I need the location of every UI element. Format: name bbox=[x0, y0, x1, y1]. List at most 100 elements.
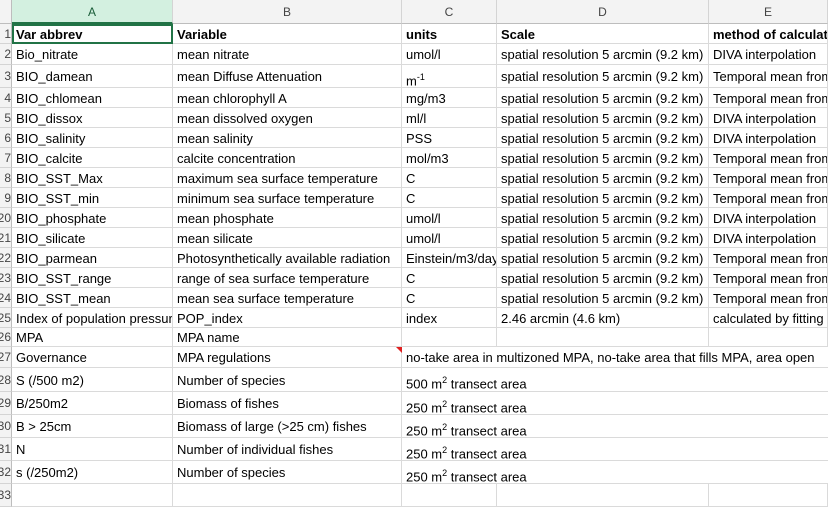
table-cell[interactable]: 500 m2 transect area bbox=[402, 368, 828, 392]
table-cell[interactable]: Temporal mean from bbox=[709, 188, 828, 208]
table-cell[interactable]: spatial resolution 5 arcmin (9.2 km) bbox=[497, 168, 709, 188]
table-cell[interactable]: Temporal mean from bbox=[709, 268, 828, 288]
table-cell[interactable]: spatial resolution 5 arcmin (9.2 km) bbox=[497, 88, 709, 108]
table-cell[interactable]: BIO_chlomean bbox=[12, 88, 173, 108]
table-cell[interactable]: DIVA interpolation bbox=[709, 108, 828, 128]
table-cell[interactable]: spatial resolution 5 arcmin (9.2 km) bbox=[497, 108, 709, 128]
table-cell[interactable]: BIO_calcite bbox=[12, 148, 173, 168]
row-header[interactable]: 31 bbox=[0, 438, 12, 461]
table-cell[interactable] bbox=[497, 484, 709, 507]
table-cell[interactable]: spatial resolution 5 arcmin (9.2 km) bbox=[497, 44, 709, 65]
table-cell[interactable]: B > 25cm bbox=[12, 415, 173, 438]
table-cell[interactable]: Number of species bbox=[173, 461, 402, 484]
table-cell[interactable]: 250 m2 transect area bbox=[402, 415, 828, 438]
table-cell[interactable]: C bbox=[402, 188, 497, 208]
table-cell[interactable] bbox=[173, 484, 402, 507]
table-cell[interactable]: C bbox=[402, 168, 497, 188]
table-cell[interactable]: Temporal mean from bbox=[709, 88, 828, 108]
table-cell[interactable]: BIO_dissox bbox=[12, 108, 173, 128]
table-cell[interactable]: 250 m2 transect area bbox=[402, 461, 828, 484]
table-cell[interactable]: spatial resolution 5 arcmin (9.2 km) bbox=[497, 148, 709, 168]
table-cell[interactable]: Temporal mean from bbox=[709, 248, 828, 268]
table-cell[interactable]: mean silicate bbox=[173, 228, 402, 248]
table-cell[interactable]: Temporal mean from bbox=[709, 168, 828, 188]
table-cell[interactable]: mean chlorophyll A bbox=[173, 88, 402, 108]
table-cell[interactable]: Index of population pressure bbox=[12, 308, 173, 328]
row-header[interactable]: 22 bbox=[0, 248, 12, 268]
column-header-b[interactable]: B bbox=[173, 0, 402, 24]
column-header-a[interactable]: A bbox=[12, 0, 173, 24]
header-cell[interactable]: units bbox=[402, 24, 497, 44]
table-cell[interactable]: Photosynthetically available radiation bbox=[173, 248, 402, 268]
table-cell[interactable]: BIO_SST_min bbox=[12, 188, 173, 208]
table-cell[interactable] bbox=[402, 328, 497, 347]
table-cell[interactable]: spatial resolution 5 arcmin (9.2 km) bbox=[497, 65, 709, 88]
table-cell[interactable]: calculated by fitting bbox=[709, 308, 828, 328]
table-cell[interactable]: Einstein/m3/day bbox=[402, 248, 497, 268]
table-cell[interactable]: Biomass of large (>25 cm) fishes bbox=[173, 415, 402, 438]
table-cell[interactable]: C bbox=[402, 288, 497, 308]
table-cell[interactable]: 250 m2 transect area bbox=[402, 392, 828, 415]
table-cell[interactable]: MPA regulations bbox=[173, 347, 402, 368]
row-header[interactable]: 5 bbox=[0, 108, 12, 128]
table-cell[interactable]: umol/l bbox=[402, 228, 497, 248]
table-cell[interactable]: POP_index bbox=[173, 308, 402, 328]
row-header[interactable]: 32 bbox=[0, 461, 12, 484]
table-cell[interactable]: BIO_parmean bbox=[12, 248, 173, 268]
table-cell[interactable]: maximum sea surface temperature bbox=[173, 168, 402, 188]
table-cell[interactable]: mean nitrate bbox=[173, 44, 402, 65]
header-cell[interactable]: method of calculation bbox=[709, 24, 828, 44]
table-cell[interactable]: mean salinity bbox=[173, 128, 402, 148]
table-cell[interactable]: DIVA interpolation bbox=[709, 44, 828, 65]
table-cell[interactable]: Bio_nitrate bbox=[12, 44, 173, 65]
row-header[interactable]: 33 bbox=[0, 484, 12, 507]
row-header[interactable]: 26 bbox=[0, 328, 12, 347]
select-all-corner[interactable] bbox=[0, 0, 12, 24]
table-cell[interactable] bbox=[709, 484, 828, 507]
column-header-c[interactable]: C bbox=[402, 0, 497, 24]
table-cell[interactable]: Number of species bbox=[173, 368, 402, 392]
row-header[interactable]: 23 bbox=[0, 268, 12, 288]
table-cell[interactable]: spatial resolution 5 arcmin (9.2 km) bbox=[497, 188, 709, 208]
row-header[interactable]: 7 bbox=[0, 148, 12, 168]
table-cell[interactable]: umol/l bbox=[402, 208, 497, 228]
row-header[interactable]: 4 bbox=[0, 88, 12, 108]
table-cell[interactable]: DIVA interpolation bbox=[709, 128, 828, 148]
table-cell[interactable]: mean dissolved oxygen bbox=[173, 108, 402, 128]
header-cell[interactable]: Scale bbox=[497, 24, 709, 44]
table-cell[interactable] bbox=[497, 328, 709, 347]
table-cell[interactable]: B/250m2 bbox=[12, 392, 173, 415]
column-header-e[interactable]: E bbox=[709, 0, 828, 24]
row-header[interactable]: 25 bbox=[0, 308, 12, 328]
table-cell[interactable]: spatial resolution 5 arcmin (9.2 km) bbox=[497, 208, 709, 228]
table-cell[interactable]: spatial resolution 5 arcmin (9.2 km) bbox=[497, 268, 709, 288]
table-cell[interactable]: 250 m2 transect area bbox=[402, 438, 828, 461]
table-cell[interactable]: BIO_silicate bbox=[12, 228, 173, 248]
table-cell[interactable]: mean phosphate bbox=[173, 208, 402, 228]
table-cell[interactable]: BIO_SST_range bbox=[12, 268, 173, 288]
table-cell[interactable]: Temporal mean from bbox=[709, 65, 828, 88]
table-cell[interactable]: Biomass of fishes bbox=[173, 392, 402, 415]
table-cell[interactable]: MPA bbox=[12, 328, 173, 347]
header-cell[interactable]: Var abbrev bbox=[12, 24, 173, 44]
column-header-d[interactable]: D bbox=[497, 0, 709, 24]
table-cell[interactable] bbox=[402, 484, 497, 507]
row-header[interactable]: 1 bbox=[0, 24, 12, 44]
row-header[interactable]: 27 bbox=[0, 347, 12, 368]
row-header[interactable]: 8 bbox=[0, 168, 12, 188]
table-cell[interactable]: MPA name bbox=[173, 328, 402, 347]
table-cell[interactable]: spatial resolution 5 arcmin (9.2 km) bbox=[497, 288, 709, 308]
table-cell[interactable]: spatial resolution 5 arcmin (9.2 km) bbox=[497, 248, 709, 268]
table-cell[interactable]: mean Diffuse Attenuation bbox=[173, 65, 402, 88]
row-header[interactable]: 21 bbox=[0, 228, 12, 248]
table-cell[interactable] bbox=[12, 484, 173, 507]
table-cell[interactable] bbox=[709, 328, 828, 347]
table-cell[interactable]: mean sea surface temperature bbox=[173, 288, 402, 308]
table-cell[interactable]: DIVA interpolation bbox=[709, 208, 828, 228]
table-cell[interactable]: spatial resolution 5 arcmin (9.2 km) bbox=[497, 128, 709, 148]
row-header[interactable]: 30 bbox=[0, 415, 12, 438]
table-cell[interactable]: mol/m3 bbox=[402, 148, 497, 168]
header-cell[interactable]: Variable bbox=[173, 24, 402, 44]
table-cell[interactable]: S (/500 m2) bbox=[12, 368, 173, 392]
